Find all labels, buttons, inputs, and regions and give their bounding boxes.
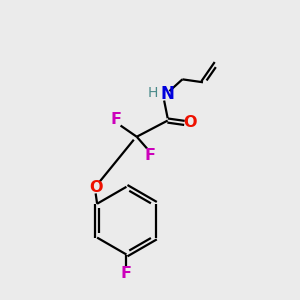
Text: F: F bbox=[121, 266, 132, 281]
Text: F: F bbox=[110, 112, 121, 127]
Text: O: O bbox=[89, 180, 102, 195]
Text: N: N bbox=[161, 85, 175, 103]
Text: F: F bbox=[145, 148, 155, 163]
Text: H: H bbox=[148, 86, 158, 100]
Text: O: O bbox=[183, 116, 196, 130]
